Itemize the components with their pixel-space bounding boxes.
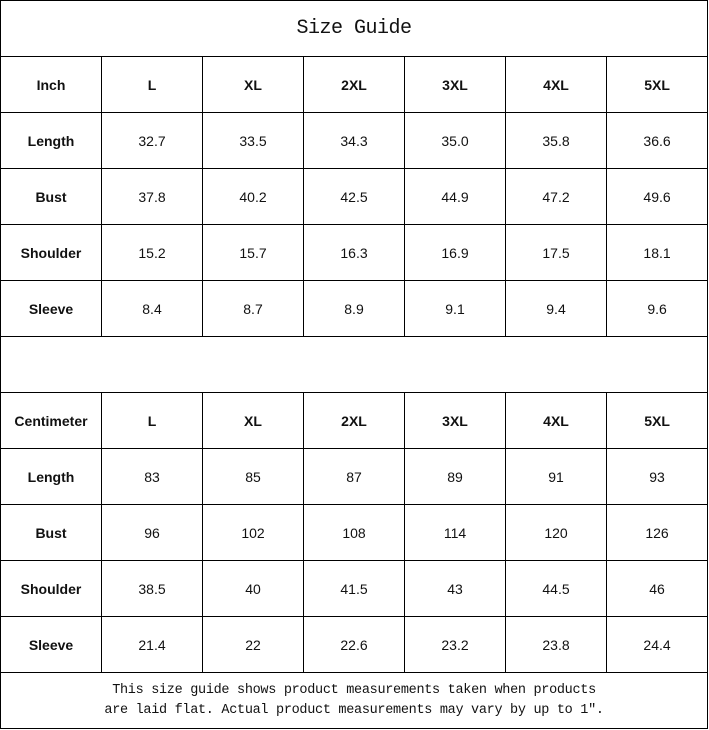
measurement-value: 22.6 bbox=[303, 616, 405, 673]
cm-unit-label: Centimeter bbox=[0, 392, 102, 449]
measurement-value: 33.5 bbox=[202, 112, 304, 169]
measurement-label: Bust bbox=[0, 168, 102, 225]
disclaimer-note: This size guide shows product measuremen… bbox=[0, 672, 709, 729]
measurement-value: 15.2 bbox=[101, 224, 203, 281]
measurement-value: 42.5 bbox=[303, 168, 405, 225]
table-row: Bust 96 102 108 114 120 126 bbox=[0, 504, 709, 561]
measurement-value: 21.4 bbox=[101, 616, 203, 673]
page-title: Size Guide bbox=[0, 0, 709, 57]
measurement-value: 120 bbox=[505, 504, 607, 561]
table-row: Length 32.7 33.5 34.3 35.0 35.8 36.6 bbox=[0, 112, 709, 169]
table-row: Shoulder 15.2 15.7 16.3 16.9 17.5 18.1 bbox=[0, 224, 709, 281]
size-header: 5XL bbox=[605, 56, 709, 113]
size-header: 5XL bbox=[605, 392, 709, 449]
size-header: 4XL bbox=[505, 56, 607, 113]
measurement-value: 8.9 bbox=[303, 280, 405, 337]
size-header: L bbox=[101, 392, 203, 449]
measurement-value: 32.7 bbox=[101, 112, 203, 169]
size-header: L bbox=[101, 56, 203, 113]
size-header: 2XL bbox=[303, 392, 405, 449]
measurement-value: 87 bbox=[303, 448, 405, 505]
measurement-label: Length bbox=[0, 112, 102, 169]
measurement-value: 9.4 bbox=[505, 280, 607, 337]
measurement-value: 23.8 bbox=[505, 616, 607, 673]
measurement-value: 40.2 bbox=[202, 168, 304, 225]
measurement-value: 8.4 bbox=[101, 280, 203, 337]
spacer-cell bbox=[0, 336, 709, 393]
inch-header-row: Inch L XL 2XL 3XL 4XL 5XL bbox=[0, 56, 709, 113]
measurement-value: 83 bbox=[101, 448, 203, 505]
size-header: 4XL bbox=[505, 392, 607, 449]
measurement-label: Sleeve bbox=[0, 616, 102, 673]
size-header: 2XL bbox=[303, 56, 405, 113]
table-row: Sleeve 21.4 22 22.6 23.2 23.8 24.4 bbox=[0, 616, 709, 673]
measurement-value: 114 bbox=[404, 504, 506, 561]
title-row: Size Guide bbox=[0, 0, 709, 57]
measurement-value: 96 bbox=[101, 504, 203, 561]
measurement-value: 91 bbox=[505, 448, 607, 505]
table-row: Length 83 85 87 89 91 93 bbox=[0, 448, 709, 505]
note-line2: are laid flat. Actual product measuremen… bbox=[104, 702, 604, 718]
measurement-value: 40 bbox=[202, 560, 304, 617]
measurement-value: 9.6 bbox=[605, 280, 709, 337]
measurement-value: 23.2 bbox=[404, 616, 506, 673]
measurement-value: 22 bbox=[202, 616, 304, 673]
measurement-value: 37.8 bbox=[101, 168, 203, 225]
measurement-value: 16.3 bbox=[303, 224, 405, 281]
measurement-value: 47.2 bbox=[505, 168, 607, 225]
measurement-value: 24.4 bbox=[605, 616, 709, 673]
measurement-value: 38.5 bbox=[101, 560, 203, 617]
measurement-value: 44.5 bbox=[505, 560, 607, 617]
measurement-value: 44.9 bbox=[404, 168, 506, 225]
measurement-value: 126 bbox=[605, 504, 709, 561]
note-row: This size guide shows product measuremen… bbox=[0, 672, 709, 729]
measurement-value: 41.5 bbox=[303, 560, 405, 617]
measurement-value: 34.3 bbox=[303, 112, 405, 169]
measurement-value: 18.1 bbox=[605, 224, 709, 281]
measurement-value: 35.8 bbox=[505, 112, 607, 169]
size-header: XL bbox=[202, 392, 304, 449]
table-row: Shoulder 38.5 40 41.5 43 44.5 46 bbox=[0, 560, 709, 617]
measurement-value: 108 bbox=[303, 504, 405, 561]
measurement-value: 46 bbox=[605, 560, 709, 617]
measurement-value: 102 bbox=[202, 504, 304, 561]
inch-unit-label: Inch bbox=[0, 56, 102, 113]
measurement-label: Length bbox=[0, 448, 102, 505]
measurement-value: 35.0 bbox=[404, 112, 506, 169]
measurement-label: Shoulder bbox=[0, 224, 102, 281]
measurement-value: 89 bbox=[404, 448, 506, 505]
measurement-value: 17.5 bbox=[505, 224, 607, 281]
size-header: 3XL bbox=[404, 56, 506, 113]
measurement-value: 93 bbox=[605, 448, 709, 505]
measurement-value: 9.1 bbox=[404, 280, 506, 337]
measurement-value: 85 bbox=[202, 448, 304, 505]
measurement-value: 8.7 bbox=[202, 280, 304, 337]
measurement-label: Shoulder bbox=[0, 560, 102, 617]
measurement-value: 15.7 bbox=[202, 224, 304, 281]
note-line1: This size guide shows product measuremen… bbox=[112, 682, 596, 698]
measurement-label: Bust bbox=[0, 504, 102, 561]
spacer-row bbox=[0, 336, 709, 393]
measurement-value: 16.9 bbox=[404, 224, 506, 281]
table-row: Bust 37.8 40.2 42.5 44.9 47.2 49.6 bbox=[0, 168, 709, 225]
measurement-value: 36.6 bbox=[605, 112, 709, 169]
size-header: XL bbox=[202, 56, 304, 113]
measurement-value: 43 bbox=[404, 560, 506, 617]
table-row: Sleeve 8.4 8.7 8.9 9.1 9.4 9.6 bbox=[0, 280, 709, 337]
measurement-label: Sleeve bbox=[0, 280, 102, 337]
size-header: 3XL bbox=[404, 392, 506, 449]
measurement-value: 49.6 bbox=[605, 168, 709, 225]
cm-header-row: Centimeter L XL 2XL 3XL 4XL 5XL bbox=[0, 392, 709, 449]
